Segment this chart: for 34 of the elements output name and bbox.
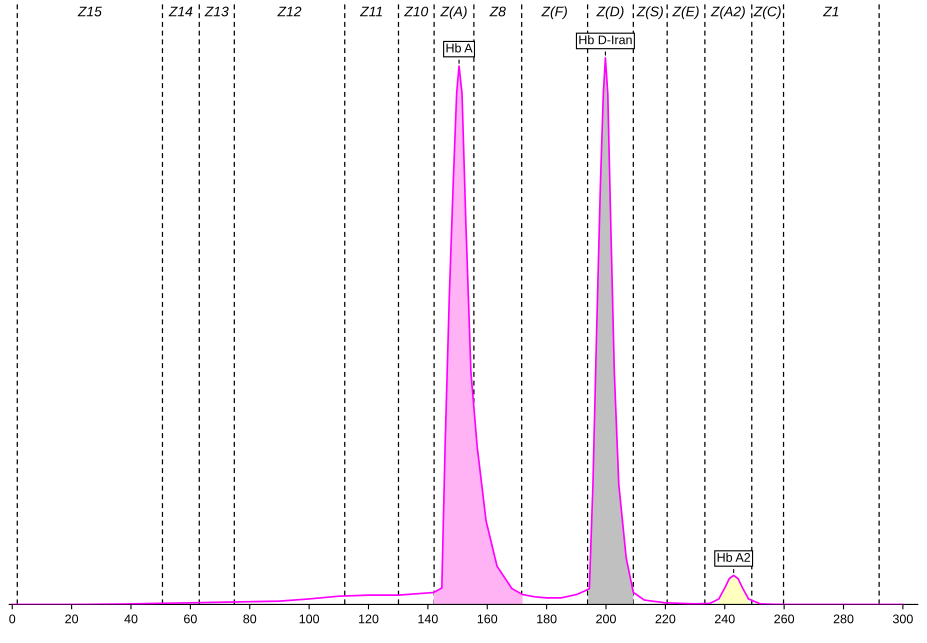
text: Z(F) [541,6,567,20]
x-tick-label: 40 [124,614,138,624]
x-tick-label: 80 [243,614,256,624]
x-tick-label: 280 [834,614,854,624]
annotation: Hb A2 [718,552,750,562]
text: Z10 [404,6,428,16]
text: Z(C) [754,6,781,20]
text: Z12 [277,6,302,16]
text: Z(D) [596,6,624,20]
x-tick-label: 120 [359,614,378,624]
text: Z13 [204,6,229,16]
text: Z8 [489,6,506,16]
x-tick-label: 20 [65,614,78,624]
x-tick-label: 140 [418,614,438,624]
x-tick-label: 160 [478,614,498,624]
text: Z(E) [672,6,699,20]
text: Z15 [78,6,102,16]
x-tick-label: 200 [596,614,616,624]
x-tick-label: 220 [656,614,676,624]
x-tick-label: 240 [714,614,735,624]
x-tick-label: 260 [774,614,794,624]
text: Z(A2) [710,6,745,20]
text: Z(S) [636,6,663,20]
text: Z1 [822,6,838,16]
text: Z14 [168,6,192,16]
x-tick-label: 300 [892,614,913,624]
annotation: Hb A [446,43,473,52]
x-tick-label: 100 [300,614,320,624]
annotation: Hb D-Iran [579,35,632,44]
text: Z(A) [440,6,467,20]
x-tick-label: 180 [537,614,557,624]
x-tick-label: 60 [184,614,197,624]
text: Z11 [360,6,382,16]
x-tick-label: 0 [9,614,16,624]
